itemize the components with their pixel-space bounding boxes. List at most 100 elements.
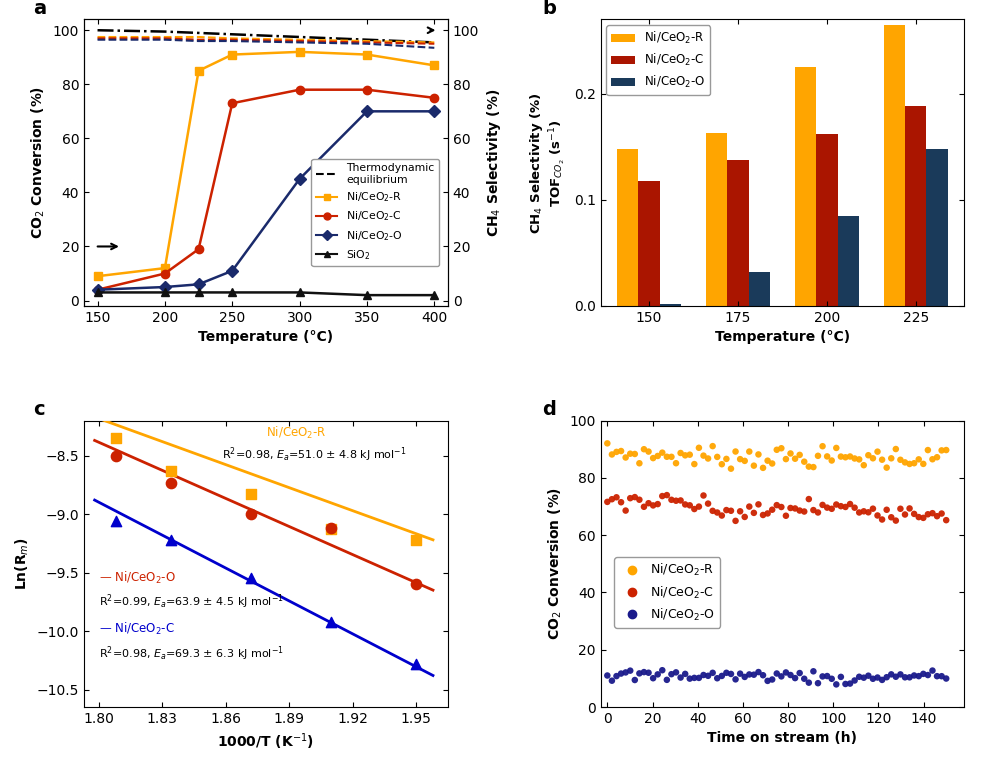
Point: [879, 462, 895, 474]
X-axis label: Time on stream (h): Time on stream (h): [707, 731, 857, 745]
Point: [718, 503, 734, 516]
Point: [929, 510, 944, 522]
Point: [604, 493, 620, 505]
Point: [691, 671, 707, 684]
Point: [737, 671, 753, 683]
Point: [852, 453, 867, 465]
Point: [728, 445, 744, 458]
Point: [892, 503, 908, 515]
Point: [792, 667, 808, 679]
Bar: [816, 134, 838, 306]
Point: [855, 505, 871, 517]
Point: [627, 448, 643, 460]
Point: [756, 462, 771, 474]
Text: b: b: [542, 0, 556, 18]
Y-axis label: CH$_4$ Selectivity (%): CH$_4$ Selectivity (%): [485, 89, 502, 237]
Point: [645, 499, 661, 511]
Point: [934, 670, 949, 682]
Point: [925, 664, 941, 677]
Point: [925, 453, 941, 465]
Point: [906, 507, 922, 520]
Point: [925, 507, 941, 519]
Point: [888, 671, 904, 683]
Point: [792, 448, 808, 461]
Point: [860, 670, 876, 682]
Point: [787, 502, 803, 514]
Point: [243, 488, 259, 500]
Point: [700, 497, 716, 510]
Bar: [838, 216, 858, 306]
Point: [627, 674, 643, 686]
Point: [865, 503, 881, 515]
Point: [902, 502, 918, 514]
Point: [842, 498, 857, 510]
Point: [681, 499, 697, 511]
Point: [902, 458, 918, 470]
Point: [669, 666, 684, 678]
Point: [833, 671, 849, 683]
Point: [746, 668, 762, 681]
Point: [108, 432, 124, 444]
Point: [801, 677, 817, 689]
Point: [608, 446, 624, 458]
Point: [108, 515, 124, 528]
Point: [773, 442, 789, 455]
Point: [732, 667, 748, 680]
Point: [695, 669, 711, 681]
Point: [659, 489, 674, 501]
Point: [408, 578, 424, 591]
Point: [865, 452, 881, 465]
Point: [691, 441, 707, 454]
Point: [613, 667, 629, 680]
Text: d: d: [542, 400, 556, 419]
Point: [888, 443, 904, 455]
Bar: [884, 25, 905, 306]
Text: Ni/CeO$_2$-R: Ni/CeO$_2$-R: [266, 425, 326, 441]
Point: [782, 669, 798, 681]
Point: [631, 493, 647, 506]
Legend: Ni/CeO$_2$-R, Ni/CeO$_2$-C, Ni/CeO$_2$-O: Ni/CeO$_2$-R, Ni/CeO$_2$-C, Ni/CeO$_2$-O: [606, 26, 710, 95]
Point: [650, 450, 666, 462]
Point: [695, 490, 711, 502]
Bar: [749, 272, 770, 306]
Text: a: a: [34, 0, 46, 18]
Point: [842, 678, 857, 690]
Point: [782, 448, 798, 460]
Point: [929, 451, 944, 463]
Point: [883, 668, 899, 681]
Point: [243, 508, 259, 521]
Point: [760, 455, 775, 467]
Point: [897, 456, 913, 469]
X-axis label: 1000/T (K$^{-1}$): 1000/T (K$^{-1}$): [218, 731, 315, 752]
Point: [732, 505, 748, 517]
Point: [622, 664, 638, 677]
Point: [664, 668, 679, 681]
Point: [655, 664, 671, 677]
Point: [243, 572, 259, 584]
Point: [659, 674, 674, 686]
Point: [631, 667, 647, 680]
Point: [874, 514, 890, 526]
Point: [815, 440, 831, 452]
Point: [408, 657, 424, 670]
Point: [323, 615, 339, 628]
Point: [869, 671, 885, 684]
Point: [599, 669, 615, 681]
Point: [645, 452, 661, 465]
Point: [906, 457, 922, 469]
Point: [879, 671, 895, 684]
Point: [655, 447, 671, 459]
Point: [655, 490, 671, 502]
Point: [860, 449, 876, 462]
X-axis label: Temperature (°C): Temperature (°C): [199, 330, 333, 344]
Point: [778, 666, 794, 678]
Point: [645, 672, 661, 685]
Point: [829, 498, 845, 510]
Point: [742, 668, 758, 681]
Point: [636, 443, 652, 455]
Point: [796, 673, 812, 685]
X-axis label: Temperature (°C): Temperature (°C): [715, 330, 850, 344]
Point: [810, 507, 826, 519]
Point: [641, 497, 657, 510]
Point: [723, 504, 739, 517]
